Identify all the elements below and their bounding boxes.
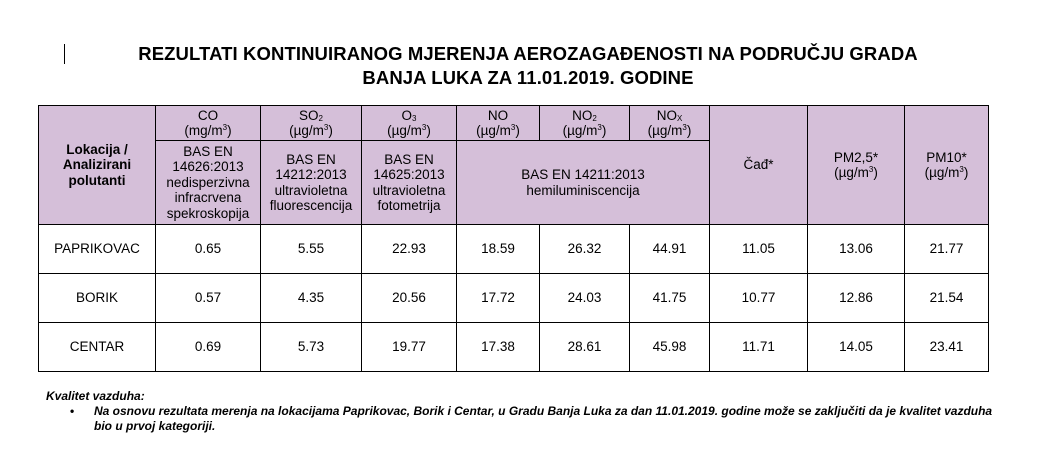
header-pm10: PM10* (µg/m3) bbox=[904, 105, 989, 225]
air-quality-notes: Kvalitet vazduha: • Na osnovu rezultata … bbox=[46, 389, 1006, 434]
header-so2: SO2 (µg/m3) bbox=[260, 105, 362, 141]
value-cell: 44.91 bbox=[629, 224, 710, 274]
value-cell: 11.71 bbox=[709, 322, 808, 372]
value-cell: 41.75 bbox=[629, 273, 710, 323]
table-row: CENTAR 0.69 5.73 19.77 17.38 28.61 45.98… bbox=[38, 322, 989, 372]
header-no: NO (µg/m3) bbox=[456, 105, 540, 141]
header-co: CO (mg/m3) bbox=[155, 105, 261, 141]
value-cell: 12.86 bbox=[807, 273, 905, 323]
header-pm25: PM2,5* (µg/m3) bbox=[807, 105, 905, 225]
notes-heading: Kvalitet vazduha: bbox=[46, 389, 145, 403]
value-cell: 28.61 bbox=[539, 322, 630, 372]
value-cell: 26.32 bbox=[539, 224, 630, 274]
notes-text: Na osnovu rezultata merenja na lokacijam… bbox=[94, 404, 993, 433]
location-cell: BORIK bbox=[38, 273, 156, 323]
text-cursor bbox=[64, 44, 65, 64]
value-cell: 5.55 bbox=[260, 224, 362, 274]
method-so2: BAS EN 14212:2013 ultravioletna fluorescenc… bbox=[260, 140, 362, 225]
results-table: Lokacija / Analizirani polutanti CO (mg/m3… bbox=[38, 105, 989, 372]
value-cell: 14.05 bbox=[807, 322, 905, 372]
value-cell: 4.35 bbox=[260, 273, 362, 323]
value-cell: 17.38 bbox=[456, 322, 540, 372]
table-row: PAPRIKOVAC 0.65 5.55 22.93 18.59 26.32 4… bbox=[38, 224, 989, 274]
page-title: REZULTATI KONTINUIRANOG MJERENJA AEROZAG… bbox=[40, 42, 1016, 90]
value-cell: 0.69 bbox=[155, 322, 261, 372]
value-cell: 22.93 bbox=[361, 224, 457, 274]
title-line-1: REZULTATI KONTINUIRANOG MJERENJA AEROZAG… bbox=[138, 43, 918, 64]
value-cell: 5.73 bbox=[260, 322, 362, 372]
value-cell: 10.77 bbox=[709, 273, 808, 323]
method-nox: BAS EN 14211:2013 hemiluminiscencija bbox=[456, 140, 710, 225]
method-co: BAS EN 14626:2013 nedisperzivna infracrvena… bbox=[155, 140, 261, 225]
header-location-pollutants: Lokacija / Analizirani polutanti bbox=[38, 105, 156, 225]
notes-bullet-item: • Na osnovu rezultata merenja na lokacij… bbox=[46, 404, 1006, 434]
header-o3: O3 (µg/m3) bbox=[361, 105, 457, 141]
method-o3: BAS EN 14625:2013 ultravioletna fotometrija bbox=[361, 140, 457, 225]
value-cell: 21.54 bbox=[904, 273, 989, 323]
value-cell: 20.56 bbox=[361, 273, 457, 323]
value-cell: 21.77 bbox=[904, 224, 989, 274]
title-line-2: BANJA LUKA ZA 11.01.2019. GODINE bbox=[362, 67, 694, 88]
value-cell: 19.77 bbox=[361, 322, 457, 372]
header-cad: Čađ* bbox=[709, 105, 808, 225]
value-cell: 24.03 bbox=[539, 273, 630, 323]
value-cell: 0.65 bbox=[155, 224, 261, 274]
header-no2: NO2 (µg/m3) bbox=[539, 105, 630, 141]
bullet-icon: • bbox=[70, 404, 75, 418]
table-row: BORIK 0.57 4.35 20.56 17.72 24.03 41.75 … bbox=[38, 273, 989, 323]
location-cell: CENTAR bbox=[38, 322, 156, 372]
value-cell: 18.59 bbox=[456, 224, 540, 274]
value-cell: 0.57 bbox=[155, 273, 261, 323]
value-cell: 45.98 bbox=[629, 322, 710, 372]
header-nox: NOX (µg/m3) bbox=[629, 105, 710, 141]
value-cell: 23.41 bbox=[904, 322, 989, 372]
value-cell: 17.72 bbox=[456, 273, 540, 323]
value-cell: 11.05 bbox=[709, 224, 808, 274]
value-cell: 13.06 bbox=[807, 224, 905, 274]
location-cell: PAPRIKOVAC bbox=[38, 224, 156, 274]
